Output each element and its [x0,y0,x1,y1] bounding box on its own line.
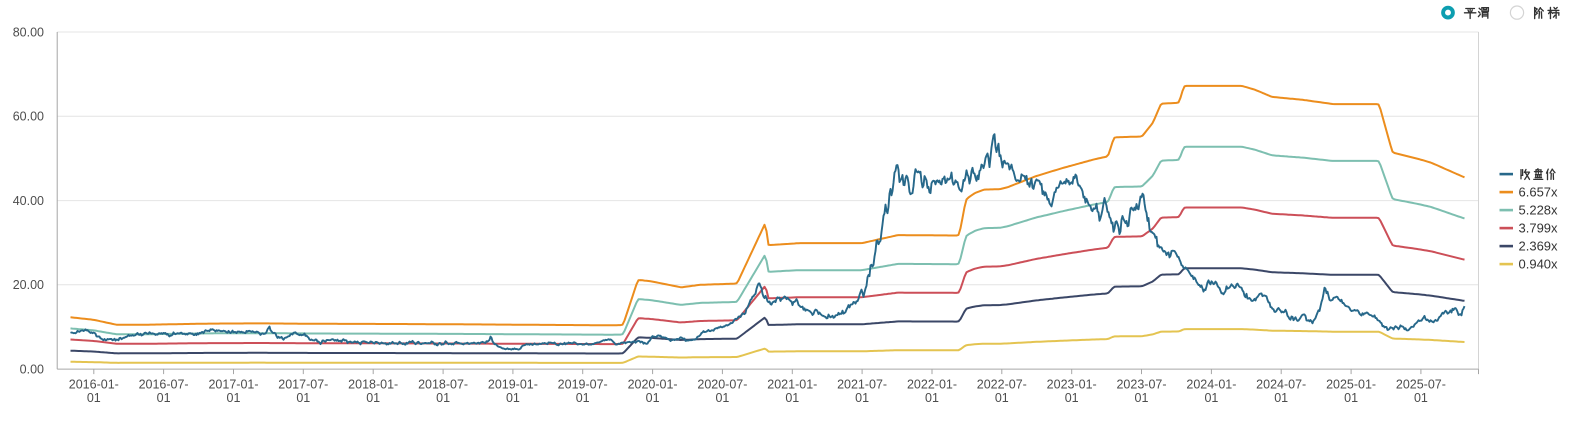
svg-text:0.940x: 0.940x [1519,257,1559,272]
svg-text:2020-01-: 2020-01- [628,378,678,392]
svg-text:60.00: 60.00 [13,110,44,124]
svg-text:2023-07-: 2023-07- [1116,378,1166,392]
svg-text:01: 01 [715,391,729,405]
svg-text:01: 01 [506,391,520,405]
svg-text:80.00: 80.00 [13,25,44,39]
svg-text:2024-01-: 2024-01- [1186,378,1236,392]
svg-text:2025-01-: 2025-01- [1326,378,1376,392]
svg-text:2021-01-: 2021-01- [767,378,817,392]
svg-text:01: 01 [855,391,869,405]
svg-text:40.00: 40.00 [13,194,44,208]
svg-text:2016-07-: 2016-07- [139,378,189,392]
svg-text:01: 01 [785,391,799,405]
svg-text:01: 01 [1065,391,1079,405]
svg-text:2.369x: 2.369x [1519,239,1559,254]
svg-text:01: 01 [436,391,450,405]
svg-text:0.00: 0.00 [20,362,44,376]
svg-text:01: 01 [576,391,590,405]
svg-text:01: 01 [995,391,1009,405]
svg-text:2020-07-: 2020-07- [697,378,747,392]
svg-text:01: 01 [87,391,101,405]
svg-text:01: 01 [925,391,939,405]
svg-text:20.00: 20.00 [13,278,44,292]
svg-text:2025-07-: 2025-07- [1396,378,1446,392]
svg-text:01: 01 [1344,391,1358,405]
svg-text:2024-07-: 2024-07- [1256,378,1306,392]
svg-text:2023-01-: 2023-01- [1047,378,1097,392]
svg-text:3.799x: 3.799x [1519,221,1559,236]
svg-text:2019-07-: 2019-07- [558,378,608,392]
svg-text:2018-01-: 2018-01- [348,378,398,392]
svg-text:2019-01-: 2019-01- [488,378,538,392]
svg-text:5.228x: 5.228x [1519,203,1559,218]
svg-text:01: 01 [296,391,310,405]
svg-text:01: 01 [157,391,171,405]
svg-text:2018-07-: 2018-07- [418,378,468,392]
svg-text:01: 01 [227,391,241,405]
svg-text:2021-07-: 2021-07- [837,378,887,392]
svg-text:2016-01-: 2016-01- [69,378,119,392]
svg-text:2017-01-: 2017-01- [208,378,258,392]
svg-text:01: 01 [1274,391,1288,405]
svg-text:01: 01 [1135,391,1149,405]
svg-text:01: 01 [1204,391,1218,405]
svg-text:2022-01-: 2022-01- [907,378,957,392]
svg-text:01: 01 [646,391,660,405]
svg-text:2022-07-: 2022-07- [977,378,1027,392]
svg-text:01: 01 [1414,391,1428,405]
svg-text:2017-07-: 2017-07- [278,378,328,392]
svg-text:6.657x: 6.657x [1519,185,1559,200]
svg-text:01: 01 [366,391,380,405]
